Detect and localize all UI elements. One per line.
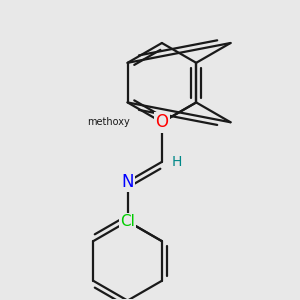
Text: O: O <box>155 113 168 131</box>
Text: methoxy: methoxy <box>87 117 130 127</box>
Text: N: N <box>121 173 134 191</box>
Text: Cl: Cl <box>120 214 135 229</box>
Text: H: H <box>172 155 182 169</box>
